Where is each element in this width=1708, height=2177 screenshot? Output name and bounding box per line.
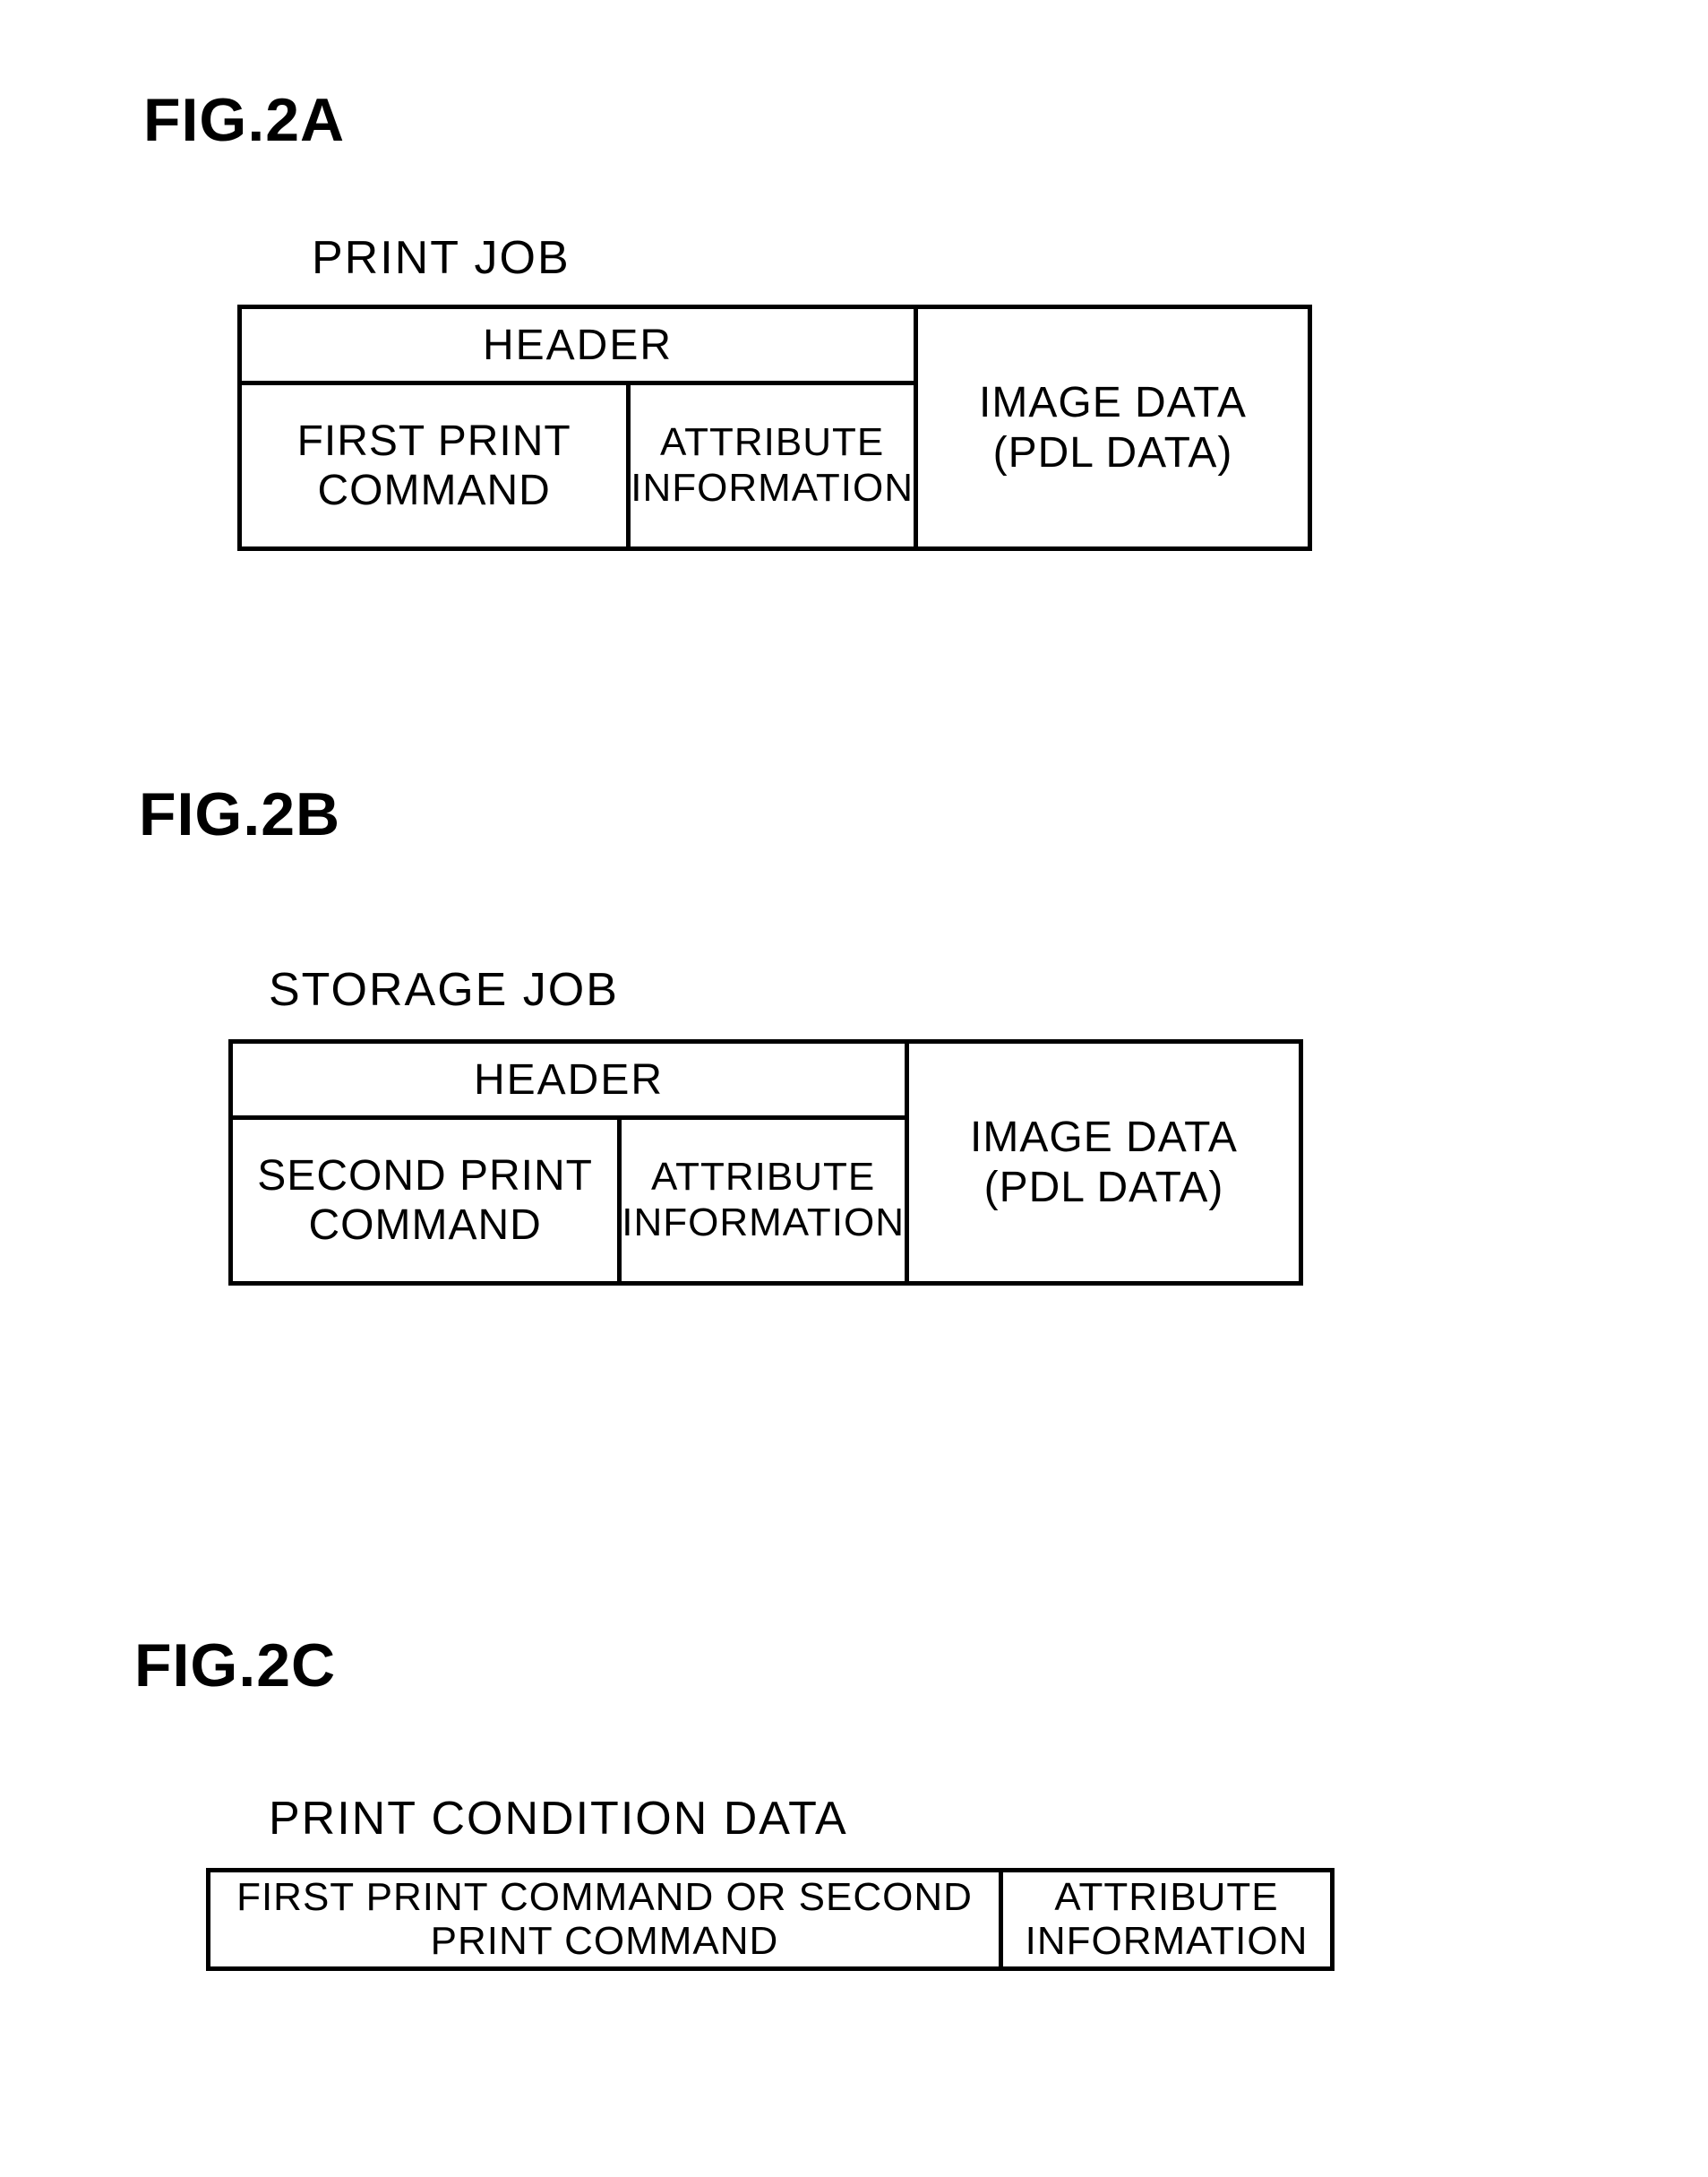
fig-2a-attribute-cell: ATTRIBUTE INFORMATION	[626, 385, 914, 546]
fig-2c-left-cell: FIRST PRINT COMMAND OR SECOND PRINT COMM…	[210, 1872, 999, 1966]
fig-2c-label: FIG.2C	[134, 1631, 336, 1700]
fig-2b-image-line1: IMAGE DATA	[970, 1113, 1238, 1162]
fig-2b-command-line2: COMMAND	[257, 1200, 593, 1250]
fig-2b-label: FIG.2B	[139, 779, 340, 849]
fig-2b-header-text: HEADER	[474, 1055, 664, 1105]
fig-2b-attribute-line2: INFORMATION	[622, 1200, 905, 1246]
fig-2a-command-line1: FIRST PRINT	[297, 417, 571, 466]
fig-2b-subtitle: STORAGE JOB	[269, 963, 619, 1017]
fig-2a-label: FIG.2A	[143, 85, 345, 155]
fig-2b-attribute-cell: ATTRIBUTE INFORMATION	[617, 1120, 905, 1281]
fig-2a-attribute-line1: ATTRIBUTE	[631, 420, 914, 466]
fig-2a-bottom-row: FIRST PRINT COMMAND ATTRIBUTE INFORMATIO…	[242, 385, 914, 546]
fig-2b-diagram: HEADER SECOND PRINT COMMAND ATTRIBUTE IN…	[228, 1039, 1303, 1286]
fig-2b-attribute-line1: ATTRIBUTE	[622, 1155, 905, 1200]
fig-2a-header-cell: HEADER	[242, 309, 914, 385]
fig-2b-bottom-row: SECOND PRINT COMMAND ATTRIBUTE INFORMATI…	[233, 1120, 905, 1281]
fig-2a-command-line2: COMMAND	[297, 466, 571, 515]
fig-2a-header-text: HEADER	[483, 321, 673, 370]
fig-2c-subtitle: PRINT CONDITION DATA	[269, 1792, 848, 1846]
fig-2a-image-line2: (PDL DATA)	[993, 428, 1233, 478]
page: FIG.2A PRINT JOB HEADER FIRST PRINT COMM…	[0, 0, 1708, 2177]
fig-2a-attribute-line2: INFORMATION	[631, 466, 914, 512]
fig-2b-command-cell: SECOND PRINT COMMAND	[233, 1120, 617, 1281]
fig-2a-left-column: HEADER FIRST PRINT COMMAND ATTRIBUTE INF…	[242, 309, 914, 546]
fig-2c-right-cell: ATTRIBUTE INFORMATION	[999, 1872, 1330, 1966]
fig-2b-image-cell: IMAGE DATA (PDL DATA)	[905, 1044, 1299, 1281]
fig-2c-right-line2: INFORMATION	[1026, 1920, 1309, 1963]
fig-2b-left-column: HEADER SECOND PRINT COMMAND ATTRIBUTE IN…	[233, 1044, 905, 1281]
fig-2b-command-line1: SECOND PRINT	[257, 1151, 593, 1200]
fig-2c-right-line1: ATTRIBUTE	[1026, 1876, 1309, 1919]
fig-2b-header-cell: HEADER	[233, 1044, 905, 1120]
fig-2c-left-line1: FIRST PRINT COMMAND OR SECOND	[236, 1876, 973, 1919]
fig-2a-subtitle: PRINT JOB	[312, 231, 571, 285]
fig-2c-diagram: FIRST PRINT COMMAND OR SECOND PRINT COMM…	[206, 1868, 1335, 1971]
fig-2a-command-cell: FIRST PRINT COMMAND	[242, 385, 626, 546]
fig-2a-image-cell: IMAGE DATA (PDL DATA)	[914, 309, 1308, 546]
fig-2a-image-line1: IMAGE DATA	[979, 378, 1247, 427]
fig-2b-image-line2: (PDL DATA)	[984, 1163, 1224, 1212]
fig-2a-diagram: HEADER FIRST PRINT COMMAND ATTRIBUTE INF…	[237, 305, 1312, 551]
fig-2c-left-line2: PRINT COMMAND	[236, 1920, 973, 1963]
